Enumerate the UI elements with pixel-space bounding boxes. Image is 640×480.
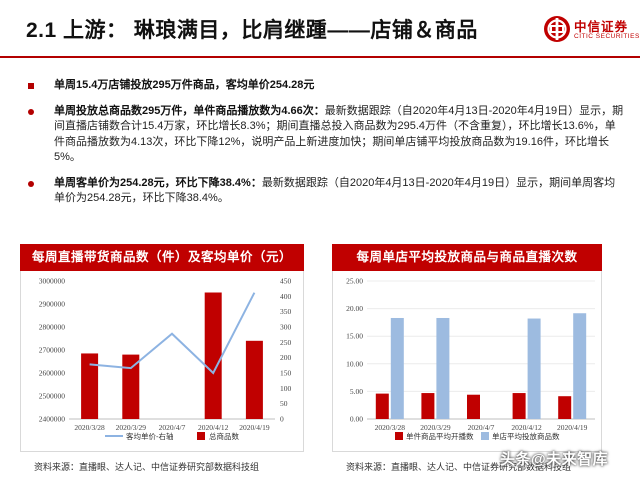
bullet-1-bold: 单周15.4万店铺投放295万件商品，客均单价254.28元 — [54, 79, 315, 91]
chart-2-legend-icon — [481, 432, 489, 440]
round-bullet-icon — [28, 108, 34, 115]
chart-1-y2-tick: 200 — [280, 353, 292, 362]
chart-1-title: 每周直播带货商品数（件）及客均单价（元） — [20, 244, 304, 271]
chart-2-bar — [421, 393, 435, 419]
slide-header: 2.1 上游： 琳琅满目，比肩继踵——店铺＆商品 中信证券 CITIC SECU… — [0, 0, 640, 58]
chart-1-y-tick: 2400000 — [39, 415, 66, 424]
chart-1-y2-tick: 50 — [280, 399, 288, 408]
chart-2-legend-icon — [395, 432, 403, 440]
chart-1-y2-tick: 250 — [280, 338, 292, 347]
chart-1-legend-bar-label: 总商品数 — [209, 431, 239, 441]
chart-2-legend-label: 单件商品平均开播数 — [406, 431, 474, 441]
chart-1-y2-tick: 300 — [280, 323, 292, 332]
logo-text-cn: 中信证券 — [574, 20, 629, 34]
logo-text-en: CITIC SECURITIES — [574, 33, 640, 40]
chart-2-title: 每周单店平均投放商品与商品直播次数 — [332, 244, 602, 271]
chart-2-x-tick: 2020/4/7 — [468, 423, 495, 432]
chart-1-y-tick: 3000000 — [39, 277, 66, 286]
chart-1-bar — [81, 353, 99, 419]
chart-1-body: 2400000 2500000 2600000 2700000 2800000 29000… — [20, 271, 304, 452]
bullet-item-3: 单周客单价为254.28元，环比下降38.4%：最新数据跟踪（自2020年4月1… — [28, 176, 624, 207]
bullet-3-text: 最新数据跟踪（自2020年4月13日-2020年4月19日）显示，期间单周客均单… — [54, 176, 616, 205]
chart-2-body: 0.00 5.00 10.00 15.00 20.00 25.00 2020/3/28 202… — [332, 271, 602, 452]
chart-1-x-tick: 2020/4/19 — [239, 423, 270, 432]
chart-2-bar — [436, 317, 450, 419]
chart-1-x-tick: 2020/4/12 — [198, 423, 229, 432]
bullet-list: 单周15.4万店铺投放295万件商品，客均单价254.28元 单周投放总商品数2… — [28, 78, 624, 217]
chart-1-y2-tick: 400 — [280, 292, 292, 301]
chart-1-x-tick: 2020/4/7 — [159, 423, 186, 432]
chart-1-y-tick: 2500000 — [39, 392, 66, 401]
chart-2-bar — [512, 393, 526, 419]
bullet-2-text: 最新数据跟踪（自2020年4月13日-2020年4月19日）显示，期间直播店铺数… — [54, 104, 624, 164]
chart-2-y-tick: 5.00 — [350, 387, 363, 396]
bullet-item-1: 单周15.4万店铺投放295万件商品，客均单价254.28元 — [28, 78, 624, 94]
chart-2-bar — [573, 313, 587, 419]
chart-2-bar — [467, 394, 480, 419]
bullet-2-bold: 单周投放总商品数295万件，单件商品播放数为4.66次： — [54, 104, 325, 117]
chart-panel-goods-price: 每周直播带货商品数（件）及客均单价（元） 2400000 2500000 26000… — [20, 244, 304, 452]
chart-1-legend-line-label: 客均单价-右轴 — [126, 431, 174, 441]
citic-logo-icon — [544, 16, 570, 42]
chart-2-x-tick: 2020/4/12 — [511, 423, 542, 432]
square-bullet-icon — [28, 83, 34, 89]
chart-2-y-tick: 0.00 — [350, 415, 363, 424]
chart-panel-store-avg: 每周单店平均投放商品与商品直播次数 0.00 5.00 10.00 15.00 20.0… — [332, 244, 602, 452]
chart-2-bar — [390, 317, 404, 419]
watermark: 头条@未来智库 — [500, 451, 609, 468]
chart-1-bar — [204, 292, 222, 419]
chart-1-y2-tick: 150 — [280, 369, 292, 378]
chart-2-y-tick: 25.00 — [346, 277, 363, 286]
chart-1-line-series — [89, 292, 256, 375]
chart-2-legend-label: 单店平均投放商品数 — [492, 431, 560, 441]
chart-2-y-tick: 20.00 — [346, 304, 363, 313]
chart-2-svg: 0.00 5.00 10.00 15.00 20.00 25.00 2020/3/28 202… — [346, 277, 595, 441]
chart-1-svg: 2400000 2500000 2600000 2700000 2800000 29000… — [39, 277, 292, 442]
chart-1-y2-tick: 100 — [280, 384, 292, 393]
slide-title: 2.1 上游： 琳琅满目，比肩继踵——店铺＆商品 — [26, 19, 478, 42]
chart-1-x-tick: 2020/3/28 — [74, 423, 105, 432]
chart-2-source: 资料来源：直播眼、达人记、中信证券研究部数据科技组 — [346, 462, 572, 472]
chart-2-x-tick: 2020/3/29 — [420, 423, 451, 432]
chart-1-y-tick: 2700000 — [39, 346, 66, 355]
chart-1-source: 资料来源：直播眼、达人记、中信证券研究部数据科技组 — [34, 462, 260, 472]
chart-1-bar — [122, 354, 140, 419]
chart-2-bar — [558, 396, 572, 419]
header-divider — [0, 56, 640, 58]
chart-2-x-tick: 2020/4/19 — [557, 423, 588, 432]
chart-1-x-tick: 2020/3/29 — [116, 423, 147, 432]
citic-logo: 中信证券 CITIC SECURITIES — [543, 14, 639, 46]
chart-1-y-tick: 2900000 — [39, 300, 66, 309]
chart-2-y-tick: 15.00 — [346, 332, 363, 341]
chart-2-x-tick: 2020/3/28 — [375, 423, 406, 432]
chart-1-y2-tick: 450 — [280, 277, 292, 286]
chart-1-legend-bar-icon — [197, 432, 205, 440]
chart-1-bar — [245, 340, 263, 419]
chart-1-y-tick: 2600000 — [39, 369, 66, 378]
round-bullet-icon — [28, 180, 34, 187]
chart-2-y-tick: 10.00 — [346, 359, 363, 368]
chart-1-y-tick: 2800000 — [39, 323, 66, 332]
chart-2-bar — [527, 318, 541, 419]
bullet-item-2: 单周投放总商品数295万件，单件商品播放数为4.66次：最新数据跟踪（自2020… — [28, 104, 624, 166]
chart-2-bar — [375, 393, 389, 419]
chart-1-y2-tick: 0 — [280, 415, 284, 424]
bullet-3-bold: 单周客单价为254.28元，环比下降38.4%： — [54, 176, 262, 189]
chart-1-y2-tick: 350 — [280, 307, 292, 316]
